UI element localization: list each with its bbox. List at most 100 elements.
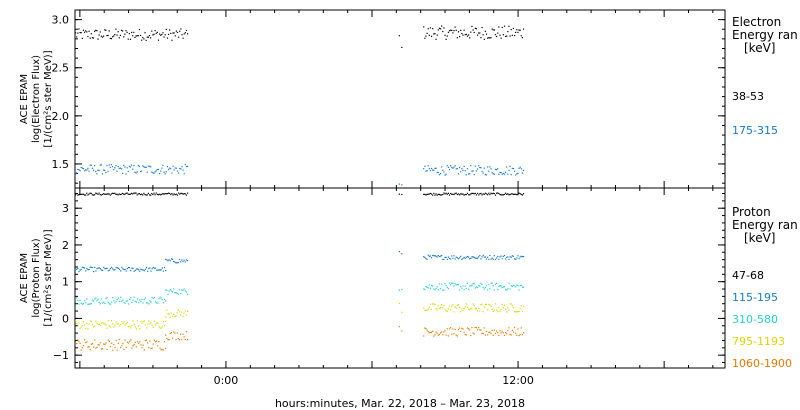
- proton-point: [125, 192, 127, 195]
- electron-point: [81, 167, 83, 169]
- proton-point: [441, 304, 443, 306]
- electron-point: [153, 172, 155, 174]
- electron-point: [510, 174, 512, 176]
- proton-point: [513, 311, 516, 313]
- proton-point: [84, 267, 86, 269]
- proton-point: [429, 255, 432, 257]
- proton-point: [119, 193, 121, 196]
- electron-point: [517, 172, 519, 174]
- proton-point: [122, 342, 124, 345]
- proton-point: [475, 194, 478, 196]
- proton-point: [174, 194, 176, 196]
- proton-point: [487, 289, 489, 291]
- electron-panel: 1.5 2.0 2.5 3.0 ACE EPAM log(Electron Flux)…: [19, 9, 798, 189]
- proton-point: [488, 331, 490, 333]
- proton-point: [435, 287, 437, 289]
- proton-point: [479, 310, 481, 312]
- proton-point: [150, 301, 152, 303]
- x-axis-label: hours:minutes, Mar. 22, 2018 – Mar. 23, …: [275, 397, 525, 410]
- proton-point: [490, 333, 492, 335]
- proton-point: [496, 192, 498, 194]
- proton-point: [156, 193, 158, 195]
- electron-point: [185, 165, 188, 168]
- proton-point: [466, 282, 469, 285]
- proton-point: [156, 340, 158, 342]
- proton-point: [183, 259, 185, 261]
- proton-point: [481, 303, 483, 305]
- proton-point: [181, 192, 183, 195]
- proton-point: [132, 345, 134, 347]
- electron-point: [80, 32, 82, 34]
- electron-legend-item-175-315: 175-315: [732, 124, 778, 137]
- proton-point: [470, 257, 472, 259]
- electron-point: [156, 168, 158, 171]
- electron-point: [82, 29, 85, 31]
- proton-point: [503, 193, 506, 196]
- proton-point: [430, 309, 433, 311]
- proton-point: [121, 266, 123, 268]
- electron-point: [150, 166, 152, 168]
- proton-point: [442, 258, 444, 261]
- proton-point: [459, 327, 461, 329]
- proton-legend: Proton Energy ran [keV] 47-68 115-195 31…: [732, 205, 798, 370]
- proton-point: [508, 327, 510, 329]
- proton-point: [131, 301, 133, 304]
- proton-point: [466, 255, 469, 258]
- proton-point: [429, 331, 432, 333]
- electron-point: [165, 28, 167, 31]
- proton-point: [430, 331, 433, 334]
- proton-point: [151, 296, 153, 299]
- proton-point: [163, 324, 166, 327]
- proton-point: [432, 330, 434, 332]
- electron-legend: Electron Energy ran [keV] 38-53 175-315: [732, 15, 798, 137]
- proton-point: [116, 193, 118, 195]
- electron-point: [152, 34, 154, 36]
- proton-point: [122, 322, 124, 325]
- electron-point: [162, 32, 164, 34]
- proton-point: [163, 266, 166, 269]
- proton-panel: −1 0 1 2 3 ACE EPAM log(Proton Flux) [1/(cm²…: [19, 187, 798, 370]
- proton-point: [175, 262, 177, 264]
- proton-point: [435, 331, 437, 333]
- electron-point: [512, 167, 515, 170]
- proton-point: [464, 306, 466, 308]
- electron-point: [124, 33, 126, 35]
- electron-point: [108, 164, 110, 166]
- electron-point: [518, 29, 520, 31]
- proton-point: [503, 304, 506, 306]
- proton-point: [512, 193, 515, 195]
- proton-point: [78, 322, 80, 324]
- proton-point: [472, 282, 474, 285]
- proton-point: [499, 256, 501, 258]
- proton-point: [484, 286, 487, 289]
- proton-point: [94, 325, 96, 327]
- proton-point: [442, 333, 444, 336]
- proton-point: [460, 255, 462, 257]
- electron-point: [463, 165, 465, 168]
- proton-point: [113, 192, 115, 195]
- electron-point: [176, 31, 179, 34]
- electron-point: [498, 26, 500, 28]
- electron-point: [460, 29, 462, 31]
- proton-legend-item-795-1193: 795-1193: [732, 335, 785, 348]
- proton-point: [128, 193, 130, 195]
- proton-point: [79, 269, 81, 271]
- proton-plot-frame: [74, 187, 726, 369]
- electron-point: [157, 168, 160, 171]
- proton-point: [446, 328, 448, 330]
- proton-point: [510, 334, 512, 336]
- electron-point: [155, 170, 157, 172]
- proton-point: [127, 342, 130, 344]
- proton-point: [465, 303, 467, 305]
- electron-point: [138, 28, 141, 31]
- electron-point: [445, 173, 447, 175]
- proton-point: [519, 333, 521, 336]
- proton-point: [444, 308, 446, 310]
- proton-point: [426, 258, 428, 260]
- proton-point: [506, 289, 508, 291]
- proton-point: [462, 257, 464, 260]
- proton-point: [520, 327, 522, 329]
- proton-point: [488, 258, 490, 260]
- proton-point: [80, 268, 82, 271]
- proton-point: [153, 320, 156, 322]
